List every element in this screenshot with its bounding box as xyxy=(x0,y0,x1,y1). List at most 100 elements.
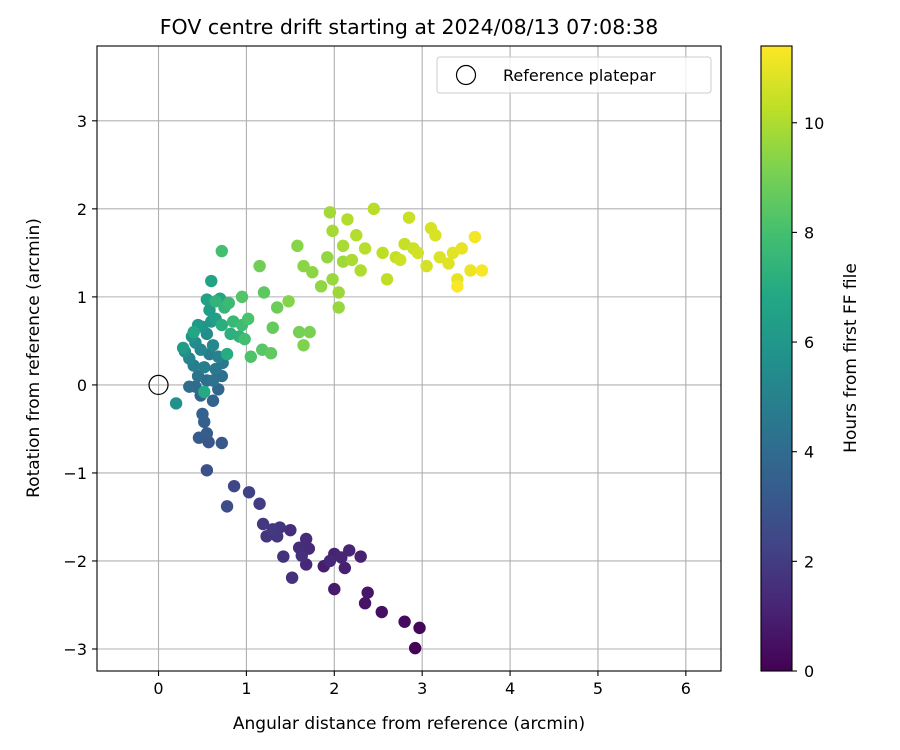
colorbar: 0 2 4 6 8 10 Hours from first FF file xyxy=(760,45,861,681)
data-point xyxy=(196,407,209,421)
data-point xyxy=(284,523,297,537)
scatter-points xyxy=(169,202,489,655)
x-tick-label: 1 xyxy=(241,679,251,698)
data-point xyxy=(235,290,249,304)
data-point xyxy=(358,597,372,610)
x-tick-label: 5 xyxy=(593,679,603,698)
data-point xyxy=(468,230,482,244)
colorbar-tick-label: 2 xyxy=(804,552,814,571)
x-axis-ticks: 0 1 2 3 4 5 6 xyxy=(153,671,691,698)
x-tick-label: 6 xyxy=(681,679,691,698)
x-tick-label: 0 xyxy=(153,679,163,698)
data-point xyxy=(295,549,308,562)
data-point xyxy=(187,325,200,339)
data-point xyxy=(238,332,251,346)
data-point xyxy=(375,605,388,619)
data-point xyxy=(323,554,337,568)
colorbar-label: Hours from first FF file xyxy=(841,263,861,453)
data-point xyxy=(297,339,310,352)
data-point xyxy=(264,347,278,360)
colorbar-tick-label: 10 xyxy=(804,114,824,133)
data-point xyxy=(200,464,214,477)
y-tick-label: −3 xyxy=(63,640,87,659)
data-point xyxy=(206,339,220,352)
data-point xyxy=(191,369,205,383)
data-point xyxy=(205,274,218,288)
data-point xyxy=(203,303,216,317)
data-point xyxy=(429,229,442,242)
y-tick-label: 3 xyxy=(77,112,87,131)
reference-marker-layer xyxy=(148,374,169,396)
x-tick-label: 2 xyxy=(329,679,339,698)
data-point xyxy=(176,341,190,355)
data-point xyxy=(411,246,424,260)
y-tick-label: 1 xyxy=(77,288,87,307)
data-point xyxy=(433,251,446,264)
data-point xyxy=(169,397,183,410)
data-point xyxy=(451,280,464,293)
data-point xyxy=(332,301,345,314)
data-point xyxy=(220,500,234,513)
data-point xyxy=(256,517,270,531)
data-point xyxy=(358,242,372,255)
data-point xyxy=(206,374,220,387)
colorbar-frame xyxy=(760,45,793,672)
data-point xyxy=(209,295,222,308)
data-point xyxy=(343,544,356,557)
data-point xyxy=(314,280,328,293)
data-point xyxy=(291,239,304,253)
data-point xyxy=(277,550,290,563)
data-point xyxy=(206,394,220,407)
data-point xyxy=(326,224,339,238)
legend: Reference platepar xyxy=(436,56,712,94)
data-point xyxy=(332,286,345,299)
colorbar-ticks: 0 2 4 6 8 10 xyxy=(792,114,824,681)
x-tick-label: 3 xyxy=(417,679,427,698)
data-point xyxy=(326,273,339,286)
y-tick-label: 2 xyxy=(77,200,87,219)
data-point xyxy=(306,266,319,279)
data-point xyxy=(215,318,228,332)
y-tick-label: 0 xyxy=(77,376,87,395)
x-axis-label: Angular distance from reference (arcmin) xyxy=(233,714,585,734)
data-point xyxy=(292,325,306,339)
data-point xyxy=(380,273,394,286)
chart-title: FOV centre drift starting at 2024/08/13 … xyxy=(160,15,659,39)
data-point xyxy=(475,264,489,277)
data-point xyxy=(361,586,374,599)
data-point xyxy=(328,582,341,596)
data-point xyxy=(338,561,352,575)
data-point xyxy=(299,532,313,546)
y-tick-label: −1 xyxy=(63,464,87,483)
colorbar-tick-label: 4 xyxy=(804,443,814,462)
y-axis-ticks: −3 −2 −1 0 1 2 3 xyxy=(63,112,97,659)
data-point xyxy=(336,239,350,253)
x-tick-label: 4 xyxy=(505,679,515,698)
legend-reference-marker xyxy=(455,64,477,86)
data-point xyxy=(242,486,256,499)
data-point xyxy=(442,257,455,270)
data-point xyxy=(257,286,271,299)
y-tick-label: −2 xyxy=(63,552,87,571)
data-point xyxy=(335,551,348,564)
y-axis-label: Rotation from reference (arcmin) xyxy=(24,218,44,498)
data-point xyxy=(200,427,214,440)
reference-platepar-marker xyxy=(148,374,169,396)
data-point xyxy=(354,550,367,563)
data-point xyxy=(323,206,337,219)
data-point xyxy=(198,385,211,399)
colorbar-tick-label: 0 xyxy=(804,662,814,681)
data-point xyxy=(244,350,258,363)
data-point xyxy=(222,296,236,310)
data-point xyxy=(341,213,354,226)
data-point xyxy=(464,264,477,277)
data-point xyxy=(285,571,299,584)
data-point xyxy=(253,497,266,510)
data-point xyxy=(394,253,407,267)
data-point xyxy=(321,251,334,264)
data-point xyxy=(198,361,211,374)
data-point xyxy=(350,229,363,242)
colorbar-tick-label: 6 xyxy=(804,333,814,352)
